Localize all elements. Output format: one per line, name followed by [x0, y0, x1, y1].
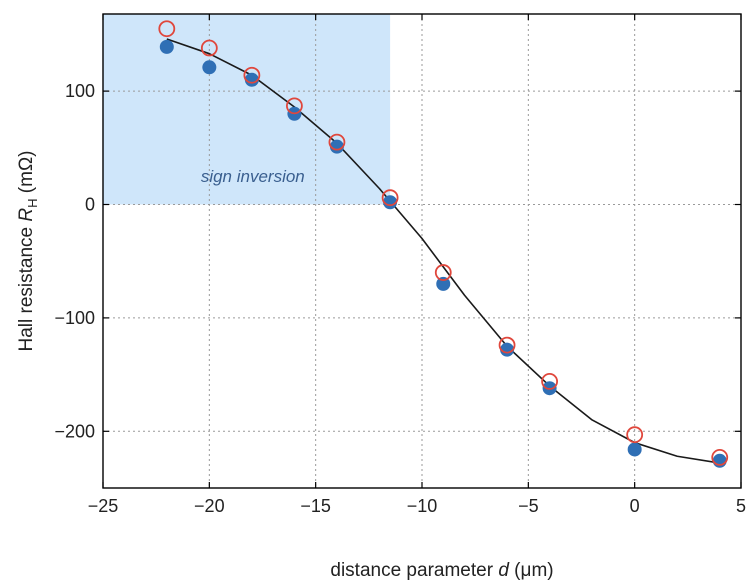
open-data-point [626, 426, 644, 444]
x-tick-label: −25 [88, 496, 119, 516]
region-label: sign inversion [201, 167, 305, 186]
open-data-point [498, 336, 516, 354]
y-axis-label: Hall resistance RH (mΩ) [16, 151, 40, 352]
x-tick-label: 5 [736, 496, 746, 516]
filled-data-point [500, 342, 515, 357]
marker-layer [158, 20, 729, 468]
fit-curve-layer [166, 38, 720, 464]
x-tick-label: 0 [630, 496, 640, 516]
x-tick-label: −5 [518, 496, 539, 516]
filled-data-point [329, 139, 344, 154]
x-tick-label: −15 [300, 496, 331, 516]
open-data-point [381, 189, 399, 207]
filled-data-point [627, 442, 642, 457]
open-data-point [328, 133, 346, 151]
y-tick-label: 100 [65, 81, 95, 101]
grid-layer [103, 14, 741, 488]
x-tick-label: −10 [407, 496, 438, 516]
filled-data-point [202, 60, 217, 75]
filled-data-point [159, 39, 174, 54]
fit-curve [166, 38, 720, 464]
open-data-point [541, 373, 558, 390]
open-data-point [158, 20, 176, 38]
shaded-region-layer: sign inversion [103, 14, 391, 205]
x-tick-label: −20 [194, 496, 225, 516]
open-data-point [285, 97, 303, 115]
x-axis-label: distance parameter d (μm) [330, 560, 553, 581]
filled-data-point [383, 195, 398, 210]
y-tick-label: 0 [85, 195, 95, 215]
y-tick-label: −100 [54, 308, 95, 328]
open-data-point [200, 39, 218, 57]
shaded-region [103, 14, 391, 205]
filled-data-point [244, 72, 259, 87]
open-data-point [243, 66, 261, 84]
y-tick-label: −200 [54, 421, 95, 441]
filled-data-point [436, 276, 451, 291]
open-data-point [711, 448, 729, 466]
open-data-point [434, 264, 452, 281]
axis-layer: −25 −20 −15 −10 −5 0 5 100 0 −100 −200 distance par… [16, 13, 746, 581]
